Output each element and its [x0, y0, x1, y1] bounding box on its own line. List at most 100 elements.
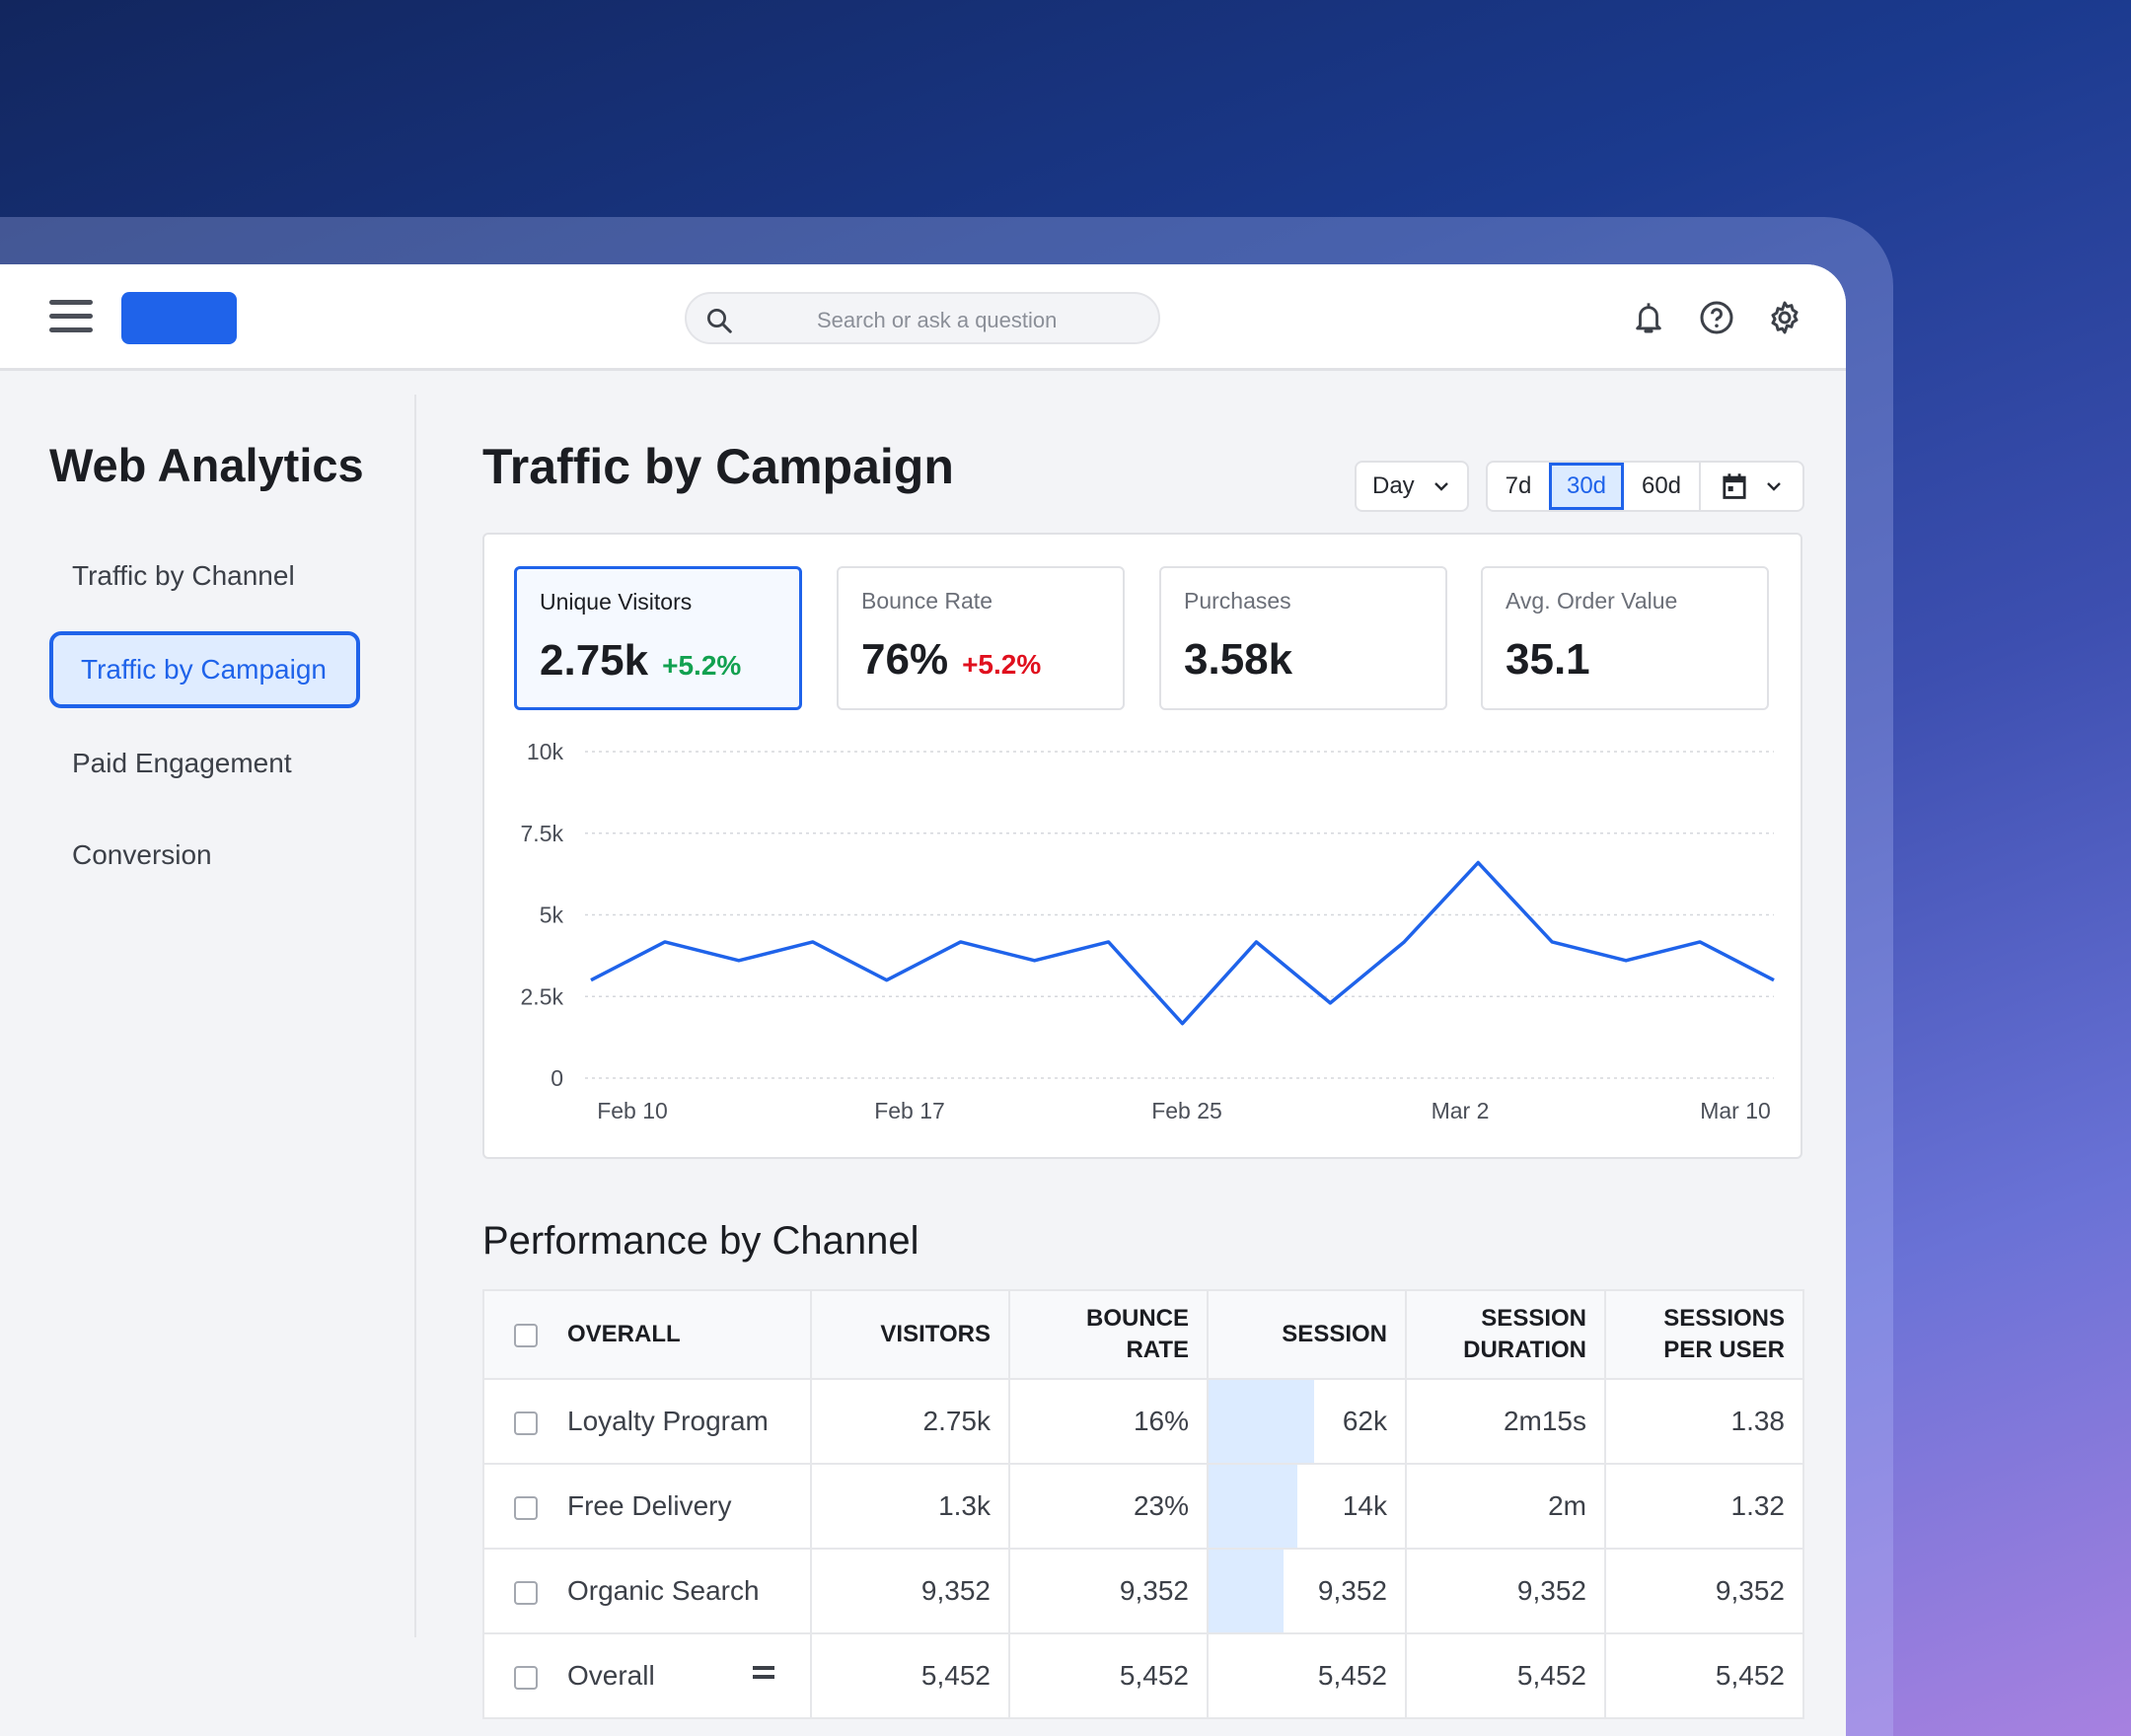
calendar-icon	[1722, 473, 1746, 499]
kpi-value: 35.1	[1506, 635, 1590, 684]
app-window: Search or ask a question Web Analytics T…	[0, 264, 1846, 1736]
kpi-label: Purchases	[1184, 588, 1291, 614]
table-cell: 9,352	[1405, 1548, 1606, 1634]
table-cell: Free Delivery	[482, 1463, 812, 1550]
cell-text: 14k	[1342, 1490, 1387, 1521]
top-bar: Search or ask a question	[0, 264, 1846, 371]
range-30d[interactable]: 30d	[1549, 463, 1624, 510]
cell-text: 1.38	[1730, 1406, 1786, 1436]
help-icon[interactable]	[1699, 300, 1734, 335]
y-tick-label: 0	[551, 1065, 563, 1091]
search-input[interactable]: Search or ask a question	[685, 292, 1160, 344]
cell-text: 2.75k	[922, 1406, 992, 1436]
table-cell: 5,452	[1207, 1632, 1407, 1719]
traffic-chart-card: Unique Visitors 2.75k +5.2% Bounce Rate 7…	[482, 533, 1802, 1159]
cell-text: 9,352	[1317, 1575, 1387, 1606]
table-cell: Organic Search	[482, 1548, 812, 1634]
session-bar	[1209, 1550, 1284, 1632]
bell-icon[interactable]	[1632, 300, 1665, 337]
table-cell: 9,352	[810, 1548, 1010, 1634]
sidebar-item-traffic-by-campaign[interactable]: Traffic by Campaign	[49, 631, 360, 708]
logo[interactable]	[121, 292, 237, 344]
table-header-row: OVERALL VISITORS BOUNCE RATE SESSION SES…	[482, 1289, 1804, 1380]
y-tick-label: 5k	[540, 903, 564, 928]
cell-text: 1.3k	[938, 1490, 991, 1521]
select-all-checkbox[interactable]	[514, 1323, 538, 1347]
sidebar-divider	[414, 395, 416, 1637]
x-tick-label: Mar 2	[1432, 1098, 1490, 1123]
sidebar-item-conversion[interactable]: Conversion	[72, 839, 212, 870]
x-tick-label: Feb 17	[874, 1098, 945, 1123]
table-cell: 1.38	[1604, 1378, 1804, 1465]
column-header[interactable]: SESSIONS PER USER	[1604, 1289, 1804, 1380]
cell-text: 2m15s	[1503, 1406, 1586, 1436]
x-tick-label: Mar 10	[1700, 1098, 1771, 1123]
cell-text: 23%	[1133, 1490, 1189, 1521]
cell-text: 16%	[1133, 1406, 1189, 1436]
table-cell: 62k	[1207, 1378, 1407, 1465]
table-cell: 1.32	[1604, 1463, 1804, 1550]
kpi-bounce-rate[interactable]: Bounce Rate 76% +5.2%	[837, 566, 1125, 710]
table-cell: 9,352	[1604, 1548, 1804, 1634]
table-cell: 5,452	[1405, 1632, 1606, 1719]
column-header[interactable]: VISITORS	[810, 1289, 1010, 1380]
kpi-label: Avg. Order Value	[1506, 588, 1678, 614]
range-7d[interactable]: 7d	[1505, 472, 1532, 499]
column-header[interactable]: SESSION	[1207, 1289, 1407, 1380]
table-row[interactable]: Free Delivery 1.3k 23% 14k 2m 1.32	[482, 1463, 1804, 1550]
range-selector: 7d 30d 60d	[1486, 461, 1804, 512]
cell-text: 9,352	[1516, 1575, 1586, 1606]
cell-text: 2m	[1548, 1490, 1586, 1521]
cell-text: 5,452	[1715, 1660, 1785, 1691]
page-title: Traffic by Campaign	[482, 439, 954, 494]
kpi-value: 2.75k	[540, 636, 649, 685]
kpi-change: +5.2%	[962, 649, 1042, 680]
y-tick-label: 7.5k	[521, 821, 564, 846]
column-header[interactable]: OVERALL	[567, 1321, 681, 1347]
cell-text: 5,452	[1516, 1660, 1586, 1691]
cell-text: 5,452	[920, 1660, 991, 1691]
table-cell: 9,352	[1207, 1548, 1407, 1634]
row-checkbox[interactable]	[514, 1665, 538, 1690]
table-row[interactable]: Overall 5,452 5,452 5,452 5,452 5,452	[482, 1632, 1804, 1719]
performance-table: OVERALL VISITORS BOUNCE RATE SESSION SES…	[482, 1289, 1804, 1719]
search-icon	[707, 309, 732, 333]
table-cell: Loyalty Program	[482, 1378, 812, 1465]
column-header[interactable]: BOUNCE RATE	[1008, 1289, 1209, 1380]
y-tick-label: 2.5k	[521, 983, 564, 1009]
sidebar-item-paid-engagement[interactable]: Paid Engagement	[72, 748, 292, 778]
kpi-change: +5.2%	[662, 650, 742, 681]
kpi-purchases[interactable]: Purchases 3.58k	[1159, 566, 1447, 710]
table-cell: 16%	[1008, 1378, 1209, 1465]
kpi-value: 3.58k	[1184, 635, 1293, 684]
table-row[interactable]: Loyalty Program 2.75k 16% 62k 2m15s 1.38	[482, 1378, 1804, 1465]
date-picker-button[interactable]	[1701, 463, 1802, 510]
row-checkbox[interactable]	[514, 1580, 538, 1605]
chevron-down-icon	[1433, 482, 1448, 491]
row-checkbox[interactable]	[514, 1495, 538, 1520]
menu-icon[interactable]	[49, 300, 93, 335]
column-header[interactable]: SESSION DURATION	[1405, 1289, 1606, 1380]
cell-text: 9,352	[1119, 1575, 1189, 1606]
cell-text: 9,352	[1715, 1575, 1785, 1606]
cell-text: Loyalty Program	[567, 1406, 769, 1436]
table-row[interactable]: Organic Search 9,352 9,352 9,352 9,352 9,352	[482, 1548, 1804, 1634]
table-cell: 5,452	[810, 1632, 1010, 1719]
kpi-value: 76%	[861, 635, 949, 684]
cell-text: Free Delivery	[567, 1490, 732, 1521]
gear-icon[interactable]	[1767, 300, 1802, 335]
cell-text: 9,352	[920, 1575, 991, 1606]
session-bar	[1209, 1380, 1315, 1463]
table-cell: 2.75k	[810, 1378, 1010, 1465]
granularity-select[interactable]: Day	[1355, 461, 1469, 512]
cell-text: 5,452	[1317, 1660, 1387, 1691]
row-checkbox[interactable]	[514, 1410, 538, 1435]
sort-icon[interactable]	[753, 1666, 774, 1688]
cell-text: 62k	[1342, 1406, 1387, 1436]
table-cell: 5,452	[1604, 1632, 1804, 1719]
kpi-unique-visitors[interactable]: Unique Visitors 2.75k +5.2%	[514, 566, 802, 710]
sidebar-item-traffic-by-channel[interactable]: Traffic by Channel	[72, 560, 295, 591]
range-60d[interactable]: 60d	[1624, 463, 1701, 510]
cell-text: Overall	[567, 1660, 655, 1691]
kpi-avg-order-value[interactable]: Avg. Order Value 35.1	[1481, 566, 1769, 710]
